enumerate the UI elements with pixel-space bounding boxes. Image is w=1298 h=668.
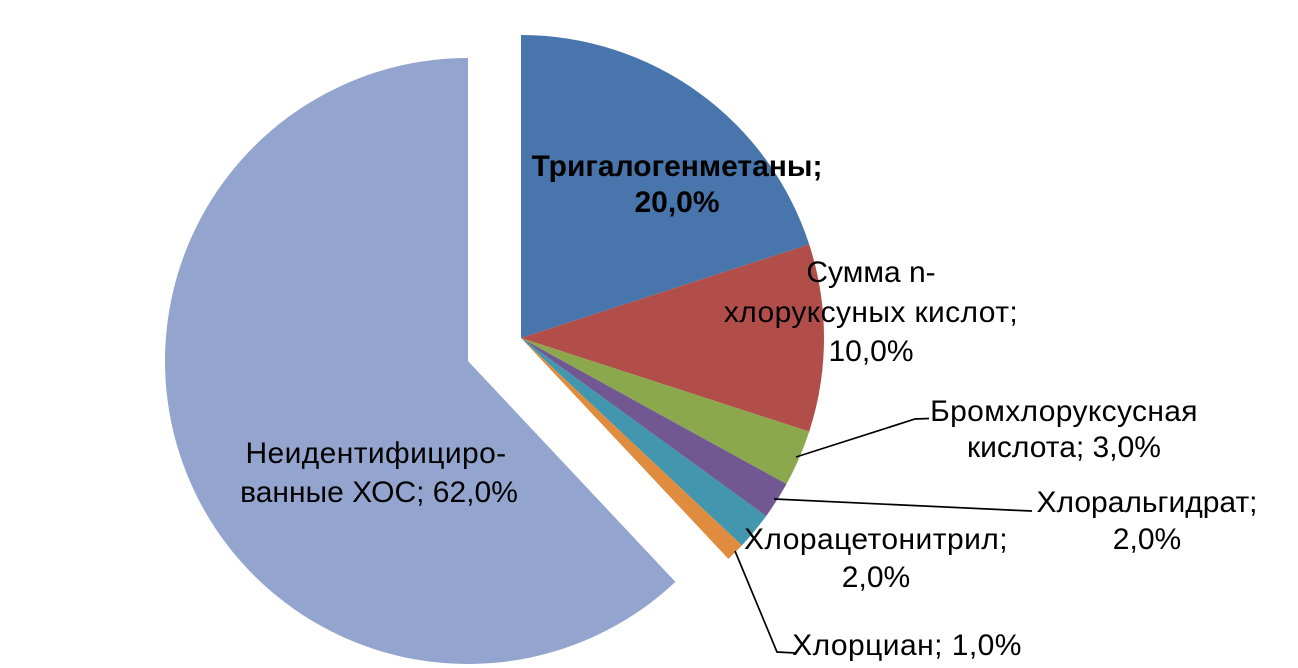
svg-text:хлоруксуных кислот;: хлоруксуных кислот; (724, 296, 1018, 329)
svg-text:ванные ХОС; 62,0%: ванные ХОС; 62,0% (240, 476, 518, 509)
svg-text:10,0%: 10,0% (828, 335, 913, 368)
svg-text:Тригалогенметаны;: Тригалогенметаны; (531, 150, 822, 183)
svg-text:Неидентифициро-: Неидентифициро- (245, 437, 506, 470)
svg-text:Хлорацетонитрил;: Хлорацетонитрил; (744, 523, 1008, 556)
svg-text:20,0%: 20,0% (634, 186, 719, 219)
svg-text:Хлоральгидрат;: Хлоральгидрат; (1036, 486, 1257, 519)
svg-text:Хлорциан; 1,0%: Хлорциан; 1,0% (792, 629, 1022, 662)
svg-text:кислота; 3,0%: кислота; 3,0% (967, 431, 1161, 464)
svg-text:2,0%: 2,0% (842, 561, 910, 594)
svg-text:2,0%: 2,0% (1113, 523, 1181, 556)
svg-text:Бромхлоруксусная: Бромхлоруксусная (930, 395, 1198, 428)
svg-text:Сумма n-: Сумма n- (806, 256, 935, 289)
